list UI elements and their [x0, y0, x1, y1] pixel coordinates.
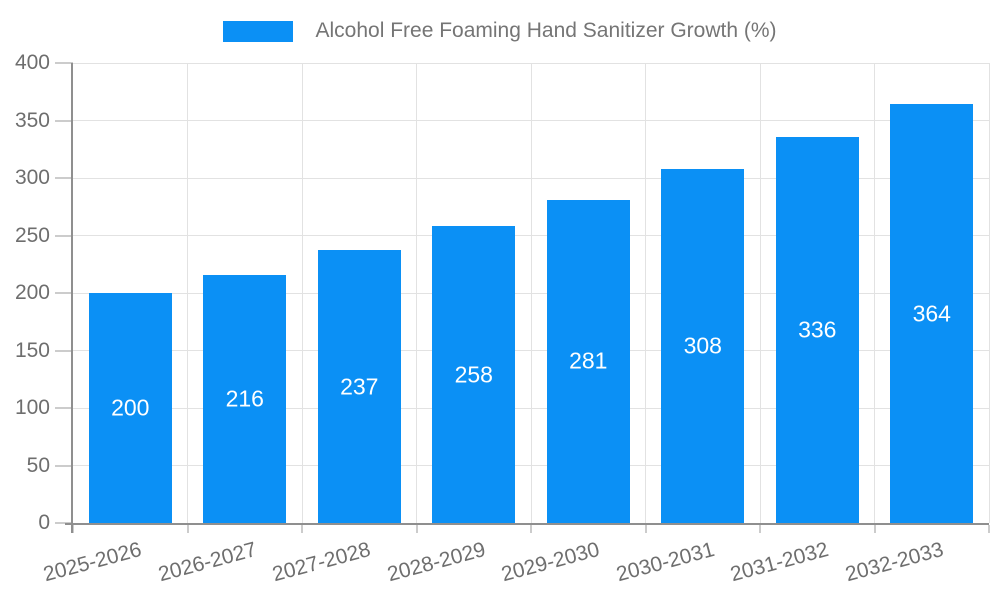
x-gridline [301, 63, 303, 523]
legend-swatch [223, 20, 294, 42]
x-gridline [759, 63, 761, 523]
y-axis-label: 0 [38, 511, 50, 534]
bar [203, 274, 287, 523]
bar [546, 199, 630, 523]
x-tick [301, 525, 303, 533]
y-tick [55, 522, 73, 524]
bar-value-label: 336 [798, 316, 837, 343]
x-tick [759, 525, 761, 533]
y-axis-label: 50 [26, 453, 50, 477]
y-axis-line [71, 63, 73, 533]
y-tick [55, 234, 73, 237]
y-axis-label: 400 [14, 51, 50, 74]
y-tick [55, 292, 73, 294]
bar-value-label: 216 [225, 385, 264, 412]
bar [317, 250, 401, 523]
y-tick [55, 119, 73, 122]
bar-value-label: 200 [111, 394, 150, 421]
y-tick [55, 464, 73, 467]
x-tick [186, 525, 189, 533]
x-gridline [645, 63, 646, 523]
y-axis-label: 100 [14, 396, 50, 419]
bar [890, 104, 974, 523]
x-gridline [988, 63, 990, 523]
y-axis-label: 350 [14, 108, 50, 132]
y-tick [55, 177, 73, 179]
legend-item[interactable]: Alcohol Free Foaming Hand Sanitizer Grow… [0, 20, 1000, 42]
y-tick [55, 407, 73, 409]
bar [88, 293, 172, 523]
bar [432, 226, 516, 523]
x-tick [873, 525, 876, 533]
y-tick [55, 62, 73, 64]
bar-value-label: 237 [340, 373, 379, 400]
x-gridline [874, 63, 875, 523]
x-gridline [187, 63, 188, 523]
x-gridline [530, 63, 532, 523]
x-tick [72, 525, 74, 533]
bar-value-label: 258 [454, 361, 493, 388]
bar [775, 136, 859, 523]
bar-value-label: 308 [683, 332, 722, 359]
x-axis-line [65, 523, 989, 525]
x-tick [415, 525, 418, 533]
y-axis-label: 300 [14, 166, 50, 189]
x-gridline [416, 63, 417, 523]
bar-value-label: 364 [912, 300, 951, 327]
bar-value-label: 281 [569, 347, 608, 374]
x-tick [644, 525, 647, 533]
x-tick [530, 525, 532, 533]
legend-label: Alcohol Free Foaming Hand Sanitizer Grow… [315, 19, 777, 42]
y-tick [55, 349, 73, 352]
y-axis-label: 200 [14, 281, 50, 304]
x-tick [988, 525, 990, 533]
bar [661, 168, 745, 523]
y-axis-label: 150 [14, 338, 50, 362]
y-axis-label: 250 [14, 223, 50, 247]
